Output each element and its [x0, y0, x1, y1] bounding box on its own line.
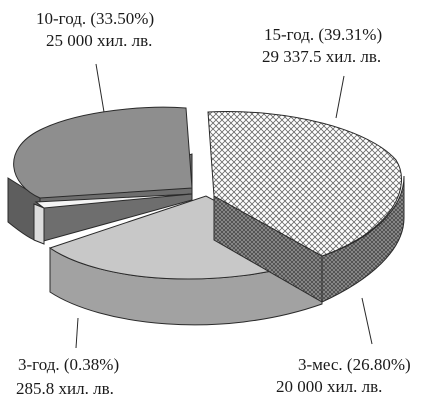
- leader-line-3-mes: [361, 297, 373, 345]
- label-3-mes-line1: 3-мес. (26.80%): [298, 355, 411, 374]
- leader-line-15-god: [335, 75, 345, 119]
- slice-15-god: [207, 111, 405, 303]
- label-15-god-line2: 29 337.5 хил. лв.: [262, 47, 381, 66]
- slice-3-god-top: [34, 193, 193, 209]
- label-10-god-line2: 25 000 хил. лв.: [46, 31, 152, 50]
- slice-10-god-top: [13, 106, 193, 199]
- label-3-mes-line2: 20 000 хил. лв.: [276, 377, 382, 396]
- slice-15-god-top: [207, 111, 403, 257]
- leader-line-3-god: [75, 317, 79, 349]
- label-3-god-line2: 285.8 хил. лв.: [16, 379, 114, 398]
- label-15-god-line1: 15-год. (39.31%): [264, 25, 382, 44]
- label-3-god-line1: 3-год. (0.38%): [18, 355, 119, 374]
- slice-3-god: [33, 193, 193, 245]
- leader-line-10-god: [95, 63, 105, 113]
- slice-3-god-side: [33, 203, 45, 245]
- label-10-god-line1: 10-год. (33.50%): [36, 9, 154, 28]
